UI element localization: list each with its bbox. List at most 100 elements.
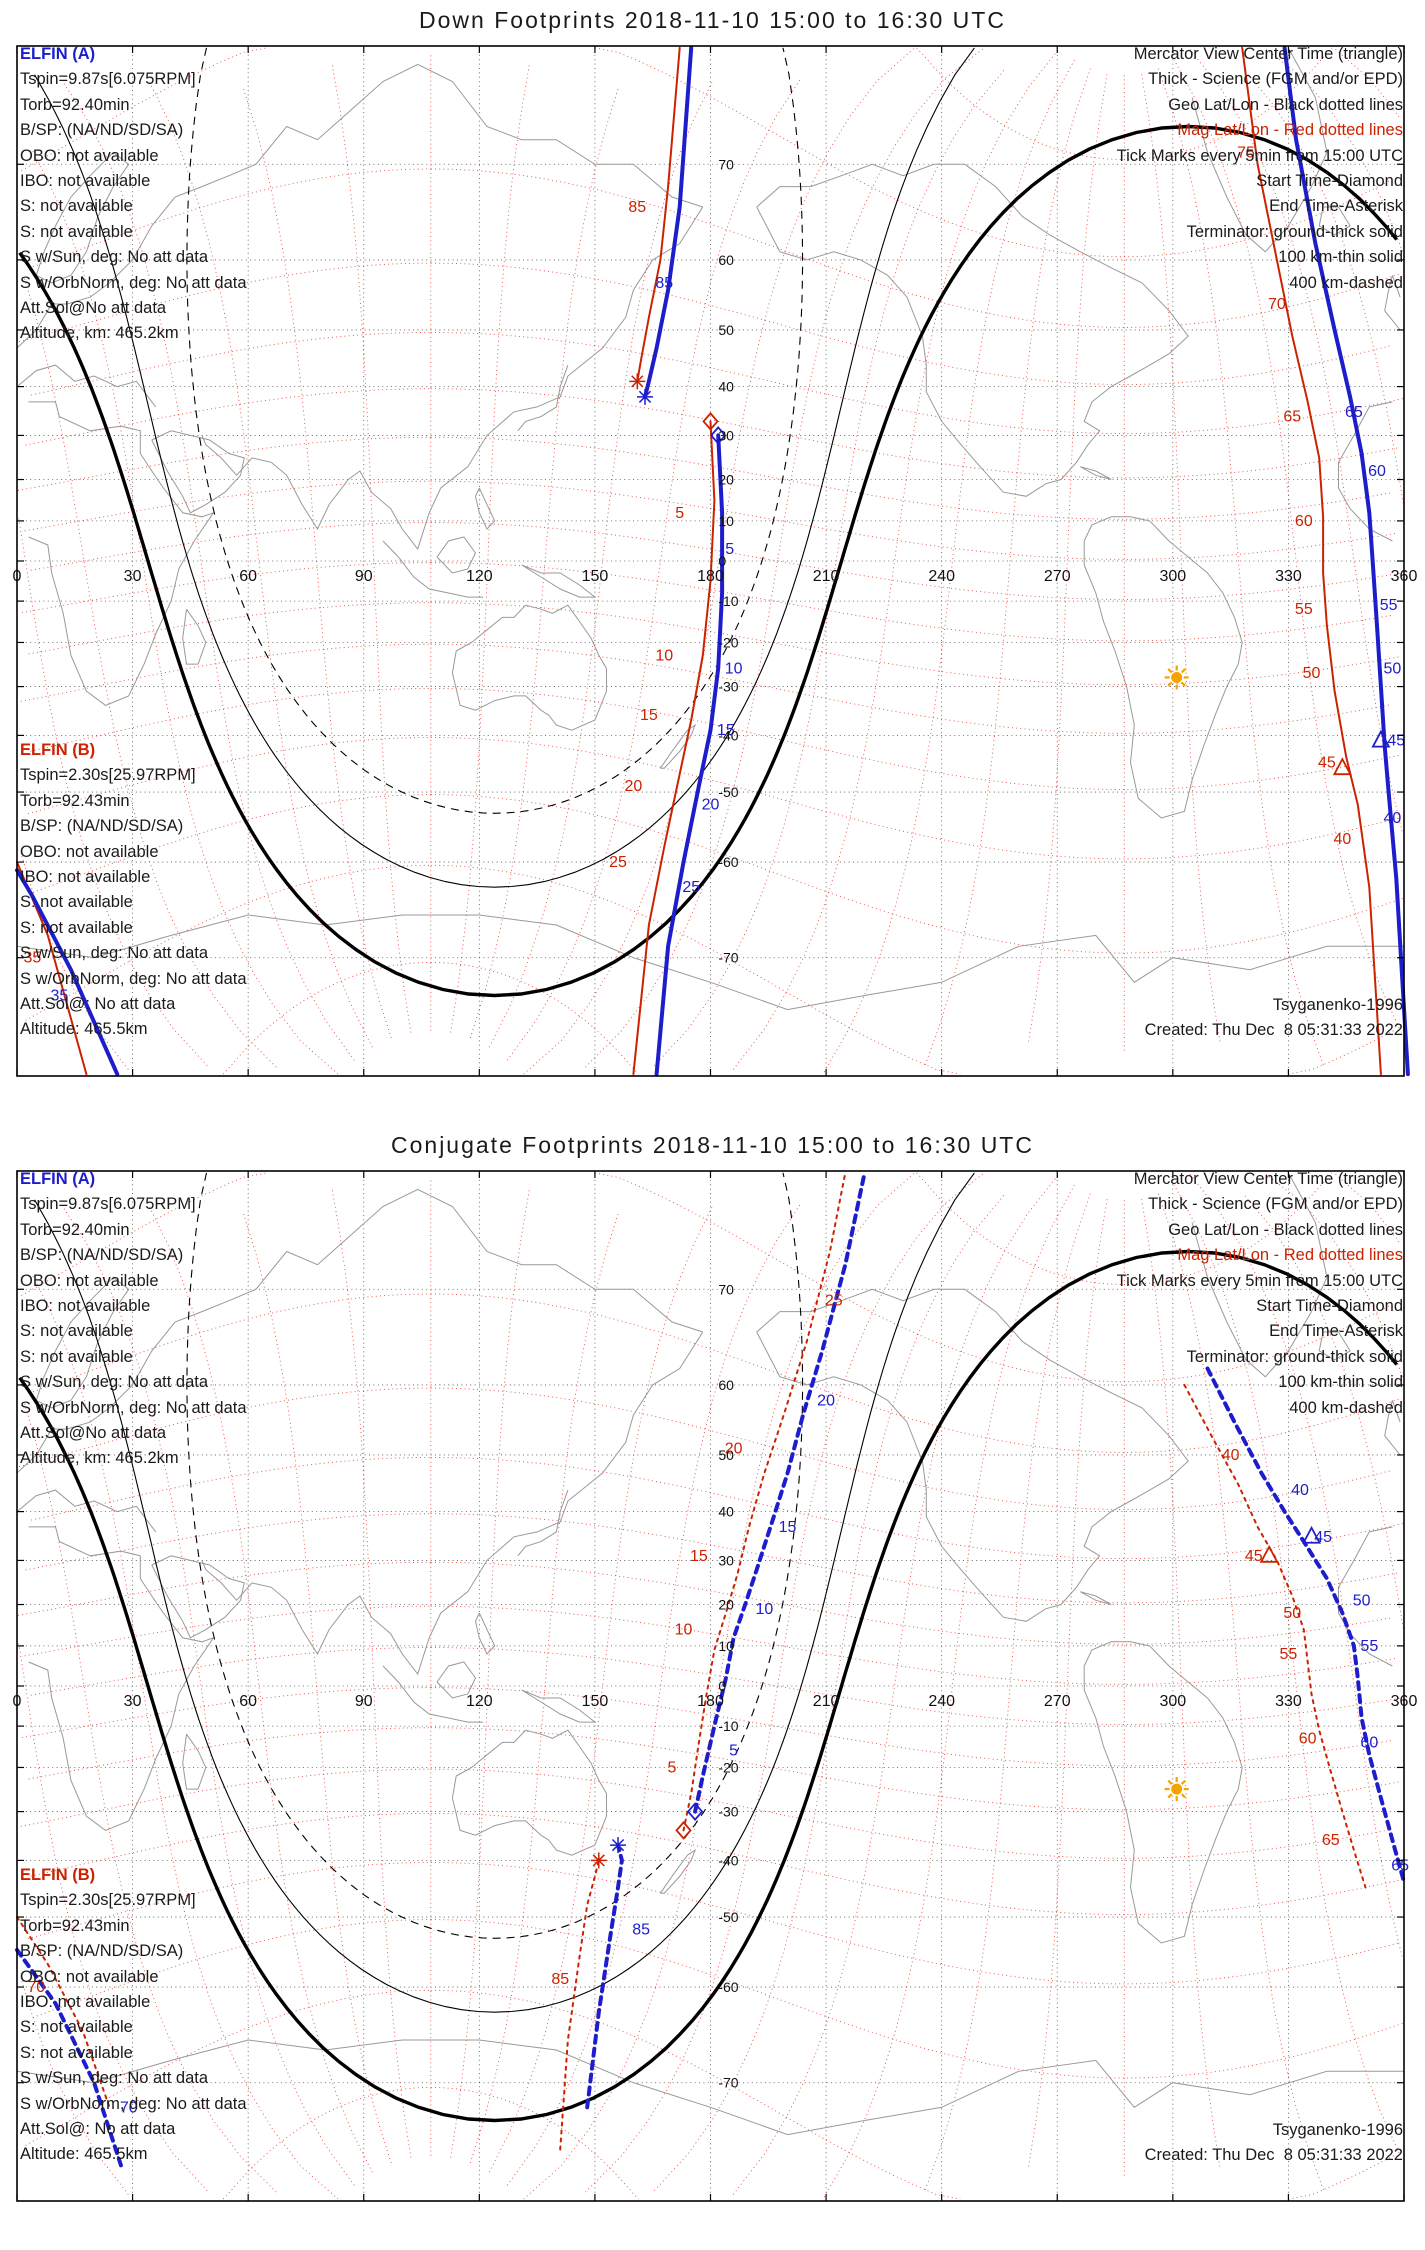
mag-meridian [732, 47, 1061, 1070]
minute-label-elfin-a: 20 [817, 1392, 835, 1409]
minute-label-elfin-b: 25 [609, 854, 627, 871]
elfin-b-title: ELFIN (B) [20, 1866, 96, 1884]
mag-parallel [222, 2086, 639, 2200]
minute-label-elfin-b: 45 [1318, 754, 1336, 771]
mag-meridian [506, 79, 801, 1061]
model-credit: Tsyganenko-1996 [1272, 996, 1403, 1014]
track-elfin-a [15, 868, 120, 1077]
elfin-b-title: ELFIN (B) [20, 741, 96, 759]
coastline [1384, 1400, 1401, 1456]
elfin-b-info-line: Att.Sol@: No att data [20, 2120, 176, 2139]
lat-tick-label: -20 [718, 1759, 738, 1775]
elfin-b-info-line: S: not available [20, 2043, 133, 2062]
mag-meridian [469, 1213, 619, 2164]
elfin-a-info-line: Altitude, km: 465.2km [20, 1449, 179, 1468]
track-elfin-b [636, 46, 681, 383]
mag-parallel [31, 331, 1404, 435]
lon-tick-label: 300 [1159, 568, 1186, 585]
coastline [382, 540, 484, 598]
mag-meridian [331, 63, 412, 1033]
mag-parallel [28, 168, 1403, 328]
legend-line: Mercator View Center Time (triangle) [1133, 1170, 1403, 1188]
coastline [201, 206, 704, 551]
lat-tick-label: 70 [718, 156, 734, 172]
lon-tick-label: 270 [1044, 1693, 1071, 1710]
coastline [1318, 1331, 1351, 1361]
coastline [1083, 1641, 1243, 1944]
elfin-a-info-line: IBO: not available [20, 1297, 151, 1316]
elfin-b-info-line: S w/Sun, deg: No att data [20, 2069, 209, 2088]
elfin-a-info-line: S w/Sun, deg: No att data [20, 1373, 209, 1392]
lat-tick-label: -10 [718, 1718, 738, 1734]
diamond-marker-start-time-elfin_b [675, 1821, 692, 1840]
elfin-a-info-block: ELFIN (A) Tspin=9.87s[6.075RPM] Torb=92.40… [20, 1167, 247, 1472]
elfin-b-info-line: OBO: not available [20, 842, 159, 861]
sun-ray [1167, 668, 1173, 674]
track-elfin-b [16, 1916, 111, 2109]
minute-label-elfin-a: 55 [1360, 1638, 1378, 1655]
time-markers [629, 373, 1391, 776]
minute-labels: 5 10 15 20 25 35 40 45 50 55 60 65 85 5 10 15 20 25 35 40 45… [24, 144, 1406, 1004]
elfin-b-info-line: IBO: not available [20, 1993, 151, 2012]
legend-block: Mercator View Center Time (triangle) Thic… [1117, 1167, 1403, 1421]
asterisk-marker-end-time-elfin_a [611, 1838, 625, 1852]
elfin-a-info-line: Tspin=9.87s[6.075RPM] [20, 70, 196, 89]
conjugate-footprints-plot: 5101520404550556065708551015202540455055… [13, 1170, 1417, 2202]
coastline [1083, 516, 1243, 819]
mag-meridian [23, 1172, 1405, 2193]
panel-conjugate-footprints: 5 10 15 20 40 45 50 55 60 65 70 85 5 10 15 20 25 40 45 50 55… [0, 1125, 1425, 2250]
elfin-a-info-line: S: not available [20, 1347, 133, 1366]
lat-tick-label: -50 [718, 784, 738, 800]
time-markers [590, 1525, 1322, 1869]
minute-label-elfin-b: 35 [24, 950, 42, 967]
coastline [1080, 1591, 1112, 1605]
terminator-curves [18, 47, 1399, 998]
coastline [1318, 206, 1351, 236]
lon-tick-label: 120 [466, 1693, 493, 1710]
asterisk-marker-end-time-elfin_b [592, 1854, 605, 1867]
elfin-a-info-line: S w/OrbNorm, deg: No att data [20, 273, 247, 292]
lat-tick-label: -30 [718, 1804, 738, 1820]
coastline [436, 536, 477, 574]
mag-meridian [506, 1204, 801, 2186]
terminator-400km [186, 1172, 804, 1939]
coastline [1384, 275, 1401, 331]
elfin-a-title: ELFIN (A) [20, 1170, 96, 1188]
lat-tick-label: 0 [718, 1678, 726, 1694]
satellite-tracks [15, 1170, 1406, 2168]
legend-line: Mag Lat/Lon - Red dotted lines [1177, 1246, 1403, 1265]
elfin-a-info-line: Att.Sol@No att data [20, 299, 167, 318]
elfin-b-info-line: Att.Sol@: No att data [20, 995, 176, 1014]
coastline [1080, 466, 1112, 480]
triangle-marker-center-time-elfin_a [1371, 729, 1391, 748]
coastline [151, 1555, 245, 1639]
lat-tick-label: 10 [718, 1638, 734, 1654]
lat-tick-label: 40 [718, 1504, 734, 1520]
lat-tick-label: 60 [718, 1377, 734, 1393]
minute-label-elfin-a: 40 [1291, 1482, 1309, 1499]
legend-line: 100 km-thin solid [1278, 1373, 1403, 1392]
created-timestamp: Created: Thu Dec 8 05:31:33 2022 [1144, 2146, 1403, 2165]
legend-block: Mercator View Center Time (triangle) Thic… [1117, 42, 1403, 296]
mag-meridian [488, 79, 714, 1048]
track-elfin-b [559, 1859, 600, 2151]
lon-tick-label: 90 [355, 568, 373, 585]
coastline [521, 1689, 597, 1723]
terminator-ground [18, 124, 1399, 998]
sun-symbol [1164, 1777, 1189, 1802]
minute-label-elfin-b: 60 [1299, 1730, 1317, 1747]
elfin-a-info-line: Att.Sol@No att data [20, 1424, 167, 1443]
mag-meridian [20, 47, 1403, 1070]
mag-parallel [21, 1172, 1396, 1383]
minute-label-elfin-b: 5 [668, 1759, 677, 1776]
elfin-b-info-line: IBO: not available [20, 868, 151, 887]
lon-tick-label: 60 [239, 568, 257, 585]
mag-parallel [21, 47, 1396, 258]
terminator-400km [186, 47, 804, 814]
page-title: Conjugate Footprints 2018-11-10 15:00 to… [391, 1132, 1034, 1158]
lat-tick-label: 30 [718, 427, 734, 443]
track-elfin-b [632, 420, 716, 1076]
mag-parallel [25, 388, 1398, 479]
mag-meridian [469, 88, 619, 1039]
